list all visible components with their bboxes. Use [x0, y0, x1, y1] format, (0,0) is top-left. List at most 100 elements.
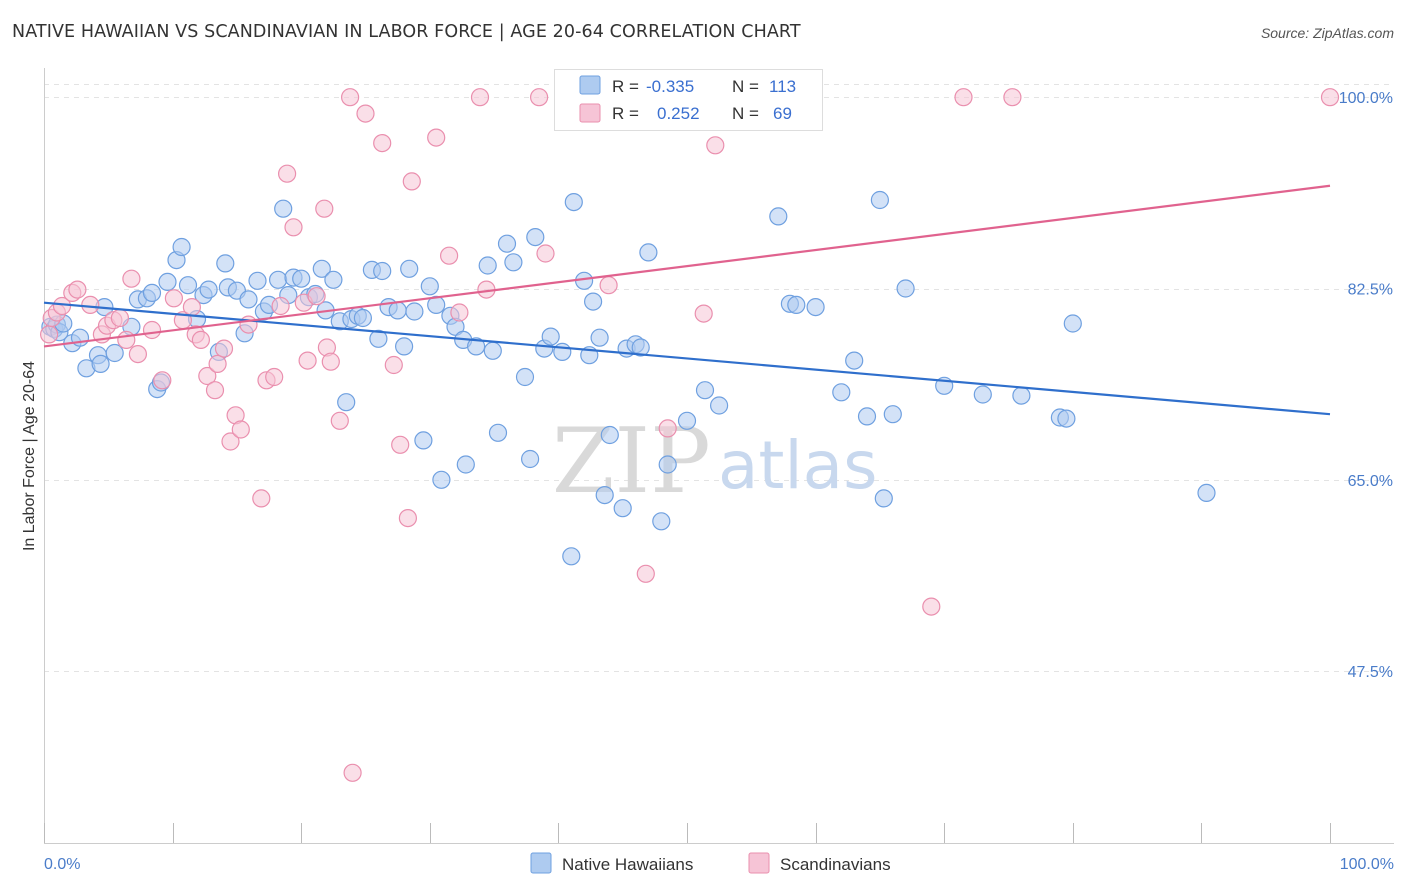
native-hawaiian-point-104	[883, 405, 902, 424]
scandinavian-point-42	[341, 88, 360, 107]
native-hawaiian-point-88	[631, 338, 650, 357]
scandinavian-point-16	[164, 289, 183, 308]
scandinavian-point-46	[391, 435, 410, 454]
scandinavian-point-49	[427, 128, 446, 147]
scandinavian-point-45	[384, 355, 403, 375]
native-hawaiian-point-102	[870, 190, 890, 210]
x-tick-labels: 0.0% 100.0%	[44, 856, 1394, 873]
scandinavian-point-47	[398, 508, 417, 528]
scandinavian-point-28	[239, 315, 258, 334]
scandinavian-point-20	[191, 330, 210, 349]
legend-n-label-1: N =	[732, 77, 759, 96]
scandinavian-point-11	[117, 330, 136, 349]
series-legend: Native Hawaiians Scandinavians	[530, 852, 891, 874]
native-hawaiian-point-56	[405, 302, 424, 321]
legend-r-value-2: 0.252	[657, 104, 700, 123]
scandinavian-point-54	[529, 88, 549, 107]
scandinavian-point-10	[110, 308, 130, 328]
native-hawaiian-point-68	[488, 423, 508, 442]
native-hawaiian-point-50	[369, 329, 388, 348]
scandinavian-point-29	[252, 489, 271, 508]
scandinavian-point-48	[402, 172, 421, 191]
scandinavian-point-65	[343, 763, 362, 782]
native-hawaiian-point-111	[1063, 314, 1082, 333]
native-hawaiian-point-89	[639, 243, 658, 262]
native-hawaiian-point-38	[292, 269, 311, 288]
native-hawaiian-point-105	[896, 279, 915, 298]
native-hawaiian-point-97	[787, 295, 806, 314]
y-tick-label-1: 82.5%	[1348, 282, 1393, 299]
native-hawaiian-point-48	[353, 308, 372, 328]
legend-swatch-native-hawaiians	[579, 75, 601, 95]
native-hawaiian-trend-line	[43, 301, 1331, 416]
native-hawaiian-point-34	[269, 270, 288, 289]
scandinavian-point-5	[68, 280, 87, 299]
y-tick-label-2: 65.0%	[1348, 473, 1393, 490]
native-hawaiian-point-84	[600, 425, 619, 445]
zipatlas-watermark: ZIP atlas	[552, 409, 878, 514]
native-hawaiian-point-100	[845, 351, 864, 370]
scandinavian-point-13	[128, 345, 147, 364]
scandinavian-point-58	[658, 419, 677, 438]
scandinavian-point-55	[536, 244, 555, 263]
legend-swatch-scandinavians	[579, 103, 601, 123]
scandinavian-point-61	[922, 597, 941, 616]
native-hawaiian-point-60	[432, 470, 451, 489]
native-hawaiian-point-69	[497, 234, 517, 253]
native-hawaiian-point-58	[420, 277, 439, 296]
scandinavian-point-21	[198, 366, 217, 386]
native-hawaiian-point-18	[158, 272, 177, 291]
native-hawaiian-point-81	[583, 292, 603, 311]
scandinavian-point-34	[284, 218, 303, 237]
native-hawaiian-point-20	[172, 237, 191, 257]
scandinavian-point-0	[39, 325, 59, 344]
stats-legend: R = -0.335 N = 113 R = 0.252 N = 69	[554, 69, 823, 131]
native-hawaiian-point-41	[312, 259, 331, 278]
native-hawaiian-point-108	[1012, 386, 1031, 405]
native-hawaiian-point-35	[274, 199, 293, 218]
native-hawaiian-point-98	[806, 298, 825, 317]
native-hawaiian-point-15	[142, 283, 162, 302]
native-hawaiian-point-78	[564, 193, 583, 212]
native-hawaiian-point-64	[456, 455, 475, 474]
native-hawaiian-point-99	[832, 383, 851, 402]
trend-lines	[43, 184, 1331, 416]
native-hawaiian-point-51	[373, 261, 392, 281]
native-hawaiian-point-26	[216, 254, 235, 273]
native-hawaiian-point-45	[337, 393, 356, 412]
scandinavian-point-50	[440, 246, 459, 265]
scandinavian-point-31	[265, 367, 284, 387]
legend-r-label-1: R =	[612, 77, 639, 96]
native-hawaiian-point-24	[199, 280, 218, 299]
scandinavian-point-36	[298, 351, 317, 370]
data-points	[39, 88, 1340, 782]
bottom-legend-label-native-hawaiians: Native Hawaiians	[562, 855, 693, 874]
chart-title: NATIVE HAWAIIAN VS SCANDINAVIAN IN LABOR…	[12, 22, 801, 42]
native-hawaiian-point-95	[769, 207, 788, 226]
native-hawaiian-point-92	[677, 411, 697, 430]
native-hawaiian-point-71	[515, 367, 535, 387]
legend-r-label-2: R =	[612, 104, 639, 123]
scandinavian-point-40	[321, 352, 340, 371]
native-hawaiian-point-75	[541, 327, 560, 346]
legend-r-value-1: -0.335	[646, 77, 694, 96]
scandinavian-point-12	[122, 269, 141, 288]
scandinavian-point-44	[373, 134, 392, 153]
native-hawaiian-point-67	[483, 341, 502, 360]
native-hawaiian-point-70	[504, 253, 523, 272]
scandinavian-point-59	[694, 304, 713, 323]
scandinavian-trend-line	[43, 184, 1331, 348]
native-hawaiian-point-9	[91, 354, 110, 373]
scandinavian-point-62	[954, 88, 973, 107]
native-hawaiian-point-101	[857, 407, 877, 426]
scandinavian-point-24	[214, 339, 234, 358]
native-hawaiian-point-94	[709, 396, 729, 415]
native-hawaiian-point-83	[595, 486, 614, 505]
scandinavian-point-57	[636, 564, 655, 583]
scandinavian-point-14	[142, 320, 162, 340]
scandinavian-point-51	[450, 303, 469, 322]
scandinavian-point-33	[278, 164, 297, 183]
y-tick-label-3: 47.5%	[1348, 664, 1393, 681]
native-hawaiian-point-77	[562, 547, 581, 566]
